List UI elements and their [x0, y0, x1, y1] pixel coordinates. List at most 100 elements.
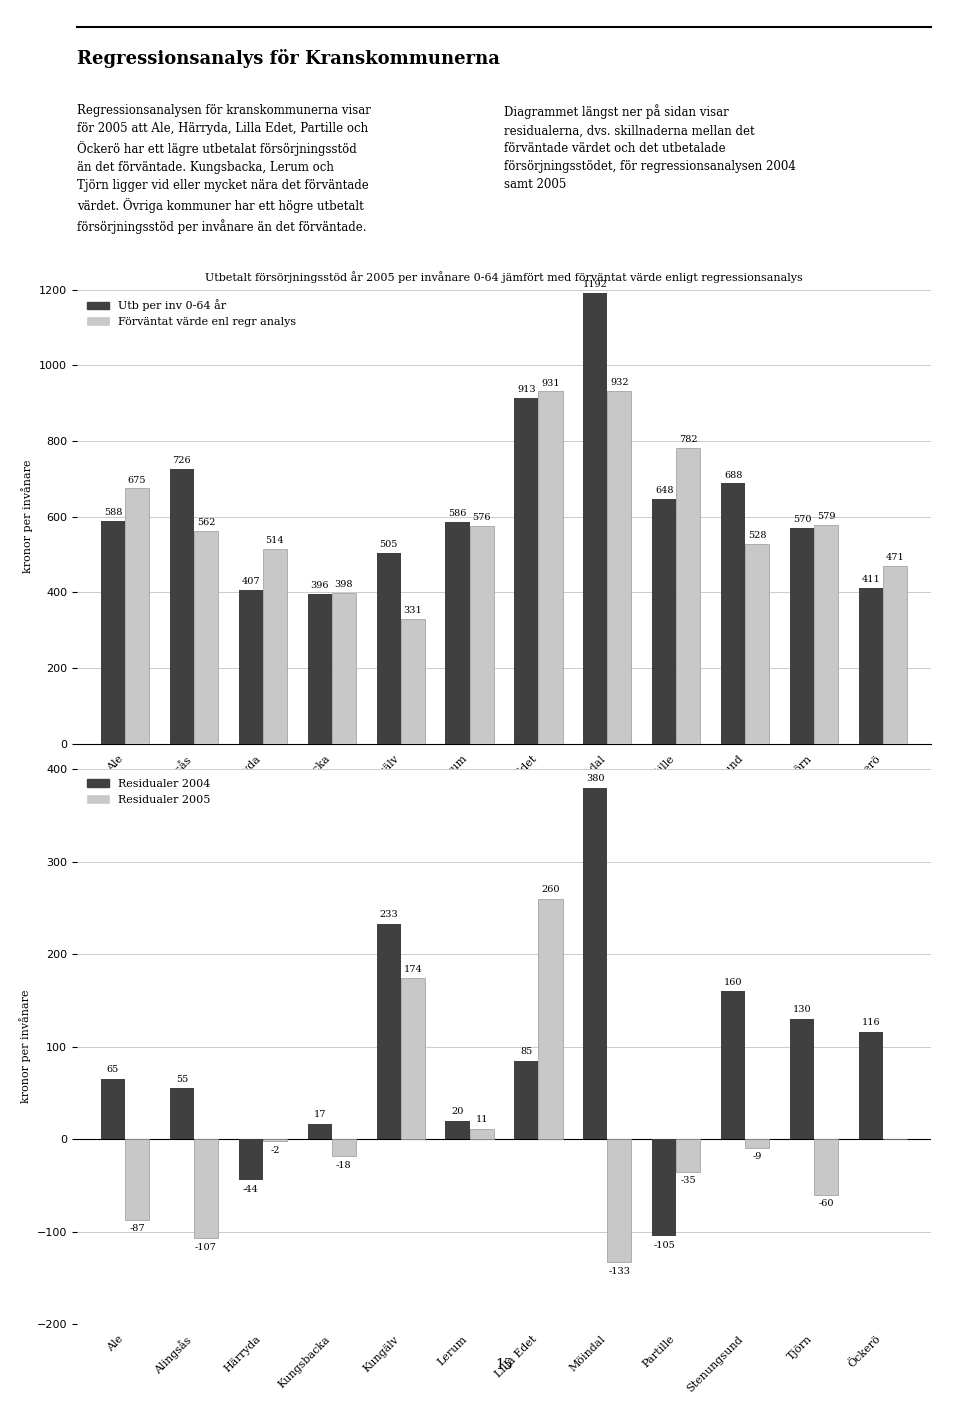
Bar — [790, 1019, 814, 1139]
Bar — [515, 398, 539, 743]
Text: -133: -133 — [609, 1267, 631, 1276]
Bar — [608, 391, 632, 743]
Text: 380: 380 — [586, 774, 605, 783]
Title: Utbetalt försörjningsstöd år 2005 per invånare 0-64 jämfört med förväntat värde : Utbetalt försörjningsstöd år 2005 per in… — [205, 272, 803, 283]
Bar — [469, 1129, 493, 1139]
Bar — [539, 898, 563, 1139]
Bar — [676, 448, 701, 743]
Text: 505: 505 — [379, 539, 397, 549]
Text: 15: 15 — [495, 1357, 513, 1371]
Bar — [539, 391, 563, 743]
Text: 528: 528 — [748, 531, 766, 541]
Text: 726: 726 — [173, 456, 191, 465]
Text: 11: 11 — [475, 1115, 488, 1125]
Text: -2: -2 — [270, 1146, 279, 1155]
Bar — [721, 483, 745, 743]
Text: 579: 579 — [817, 513, 835, 521]
Text: 260: 260 — [541, 886, 560, 894]
Text: 130: 130 — [793, 1005, 811, 1014]
Bar — [400, 618, 424, 743]
Text: 85: 85 — [520, 1048, 533, 1056]
Text: 570: 570 — [793, 515, 811, 524]
Text: -87: -87 — [130, 1225, 145, 1233]
Bar — [170, 1088, 194, 1139]
Bar — [263, 549, 287, 743]
Bar — [652, 498, 676, 743]
Bar — [332, 1139, 356, 1156]
Text: 576: 576 — [472, 513, 491, 522]
Text: Regressionsanalys för Kranskommunerna: Regressionsanalys för Kranskommunerna — [77, 49, 499, 68]
Text: 116: 116 — [861, 1018, 880, 1028]
Bar — [125, 1139, 149, 1219]
Text: 471: 471 — [886, 553, 904, 562]
Text: -9: -9 — [753, 1152, 762, 1162]
Text: 55: 55 — [176, 1074, 188, 1084]
Bar — [332, 593, 356, 743]
Text: 931: 931 — [541, 379, 560, 387]
Bar — [859, 589, 883, 743]
Text: 17: 17 — [313, 1110, 326, 1119]
Text: Regressionsanalysen för kranskommunerna visar
för 2005 att Ale, Härryda, Lilla E: Regressionsanalysen för kranskommunerna … — [77, 104, 371, 234]
Text: 396: 396 — [310, 582, 329, 590]
Bar — [814, 525, 838, 743]
Legend: Residualer 2004, Residualer 2005: Residualer 2004, Residualer 2005 — [83, 774, 215, 810]
Y-axis label: kronor per invånare: kronor per invånare — [21, 460, 34, 573]
Text: 782: 782 — [679, 435, 698, 444]
Bar — [445, 522, 469, 743]
Text: 411: 411 — [861, 576, 880, 584]
Text: 174: 174 — [403, 964, 422, 973]
Bar — [239, 590, 263, 743]
Text: Diagrammet längst ner på sidan visar
residualerna, dvs. skillnaderna mellan det
: Diagrammet längst ner på sidan visar res… — [504, 104, 796, 191]
Text: 648: 648 — [655, 486, 674, 494]
Bar — [376, 924, 400, 1139]
Text: 675: 675 — [128, 476, 146, 484]
Text: -60: -60 — [818, 1200, 834, 1208]
Text: 588: 588 — [104, 508, 122, 518]
Bar — [307, 1124, 332, 1139]
Text: 562: 562 — [197, 518, 215, 528]
Text: 331: 331 — [403, 605, 422, 615]
Text: -105: -105 — [654, 1240, 675, 1250]
Bar — [469, 525, 493, 743]
Bar — [721, 991, 745, 1139]
Bar — [859, 1032, 883, 1139]
Text: 1192: 1192 — [583, 280, 608, 289]
Bar — [101, 521, 125, 743]
Text: -107: -107 — [195, 1243, 217, 1252]
Text: 398: 398 — [334, 580, 353, 590]
Bar — [307, 594, 332, 743]
Bar — [745, 543, 769, 743]
Bar — [239, 1139, 263, 1180]
Bar — [263, 1139, 287, 1140]
Text: -35: -35 — [681, 1176, 696, 1186]
Bar — [814, 1139, 838, 1195]
Bar — [194, 1139, 218, 1238]
Bar — [445, 1121, 469, 1139]
Text: 233: 233 — [379, 910, 398, 919]
Bar — [584, 787, 608, 1139]
Text: 514: 514 — [266, 536, 284, 545]
Text: 65: 65 — [107, 1066, 119, 1074]
Bar — [170, 469, 194, 743]
Bar — [400, 979, 424, 1139]
Text: -18: -18 — [336, 1160, 351, 1170]
Bar — [745, 1139, 769, 1148]
Text: 688: 688 — [724, 470, 742, 480]
Bar — [676, 1139, 701, 1171]
Bar — [101, 1079, 125, 1139]
Bar — [652, 1139, 676, 1236]
Text: 20: 20 — [451, 1107, 464, 1117]
Bar — [608, 1139, 632, 1263]
Text: 586: 586 — [448, 510, 467, 518]
Bar — [125, 489, 149, 743]
Legend: Utb per inv 0-64 år, Förväntat värde enl regr analys: Utb per inv 0-64 år, Förväntat värde enl… — [83, 296, 300, 331]
Text: -44: -44 — [243, 1184, 258, 1194]
Bar — [790, 528, 814, 743]
Text: 932: 932 — [611, 379, 629, 387]
Bar — [194, 531, 218, 743]
Y-axis label: kronor per invånare: kronor per invånare — [19, 990, 31, 1104]
Bar — [515, 1060, 539, 1139]
Text: 407: 407 — [242, 577, 260, 586]
Text: 160: 160 — [724, 977, 742, 987]
Bar — [376, 553, 400, 743]
